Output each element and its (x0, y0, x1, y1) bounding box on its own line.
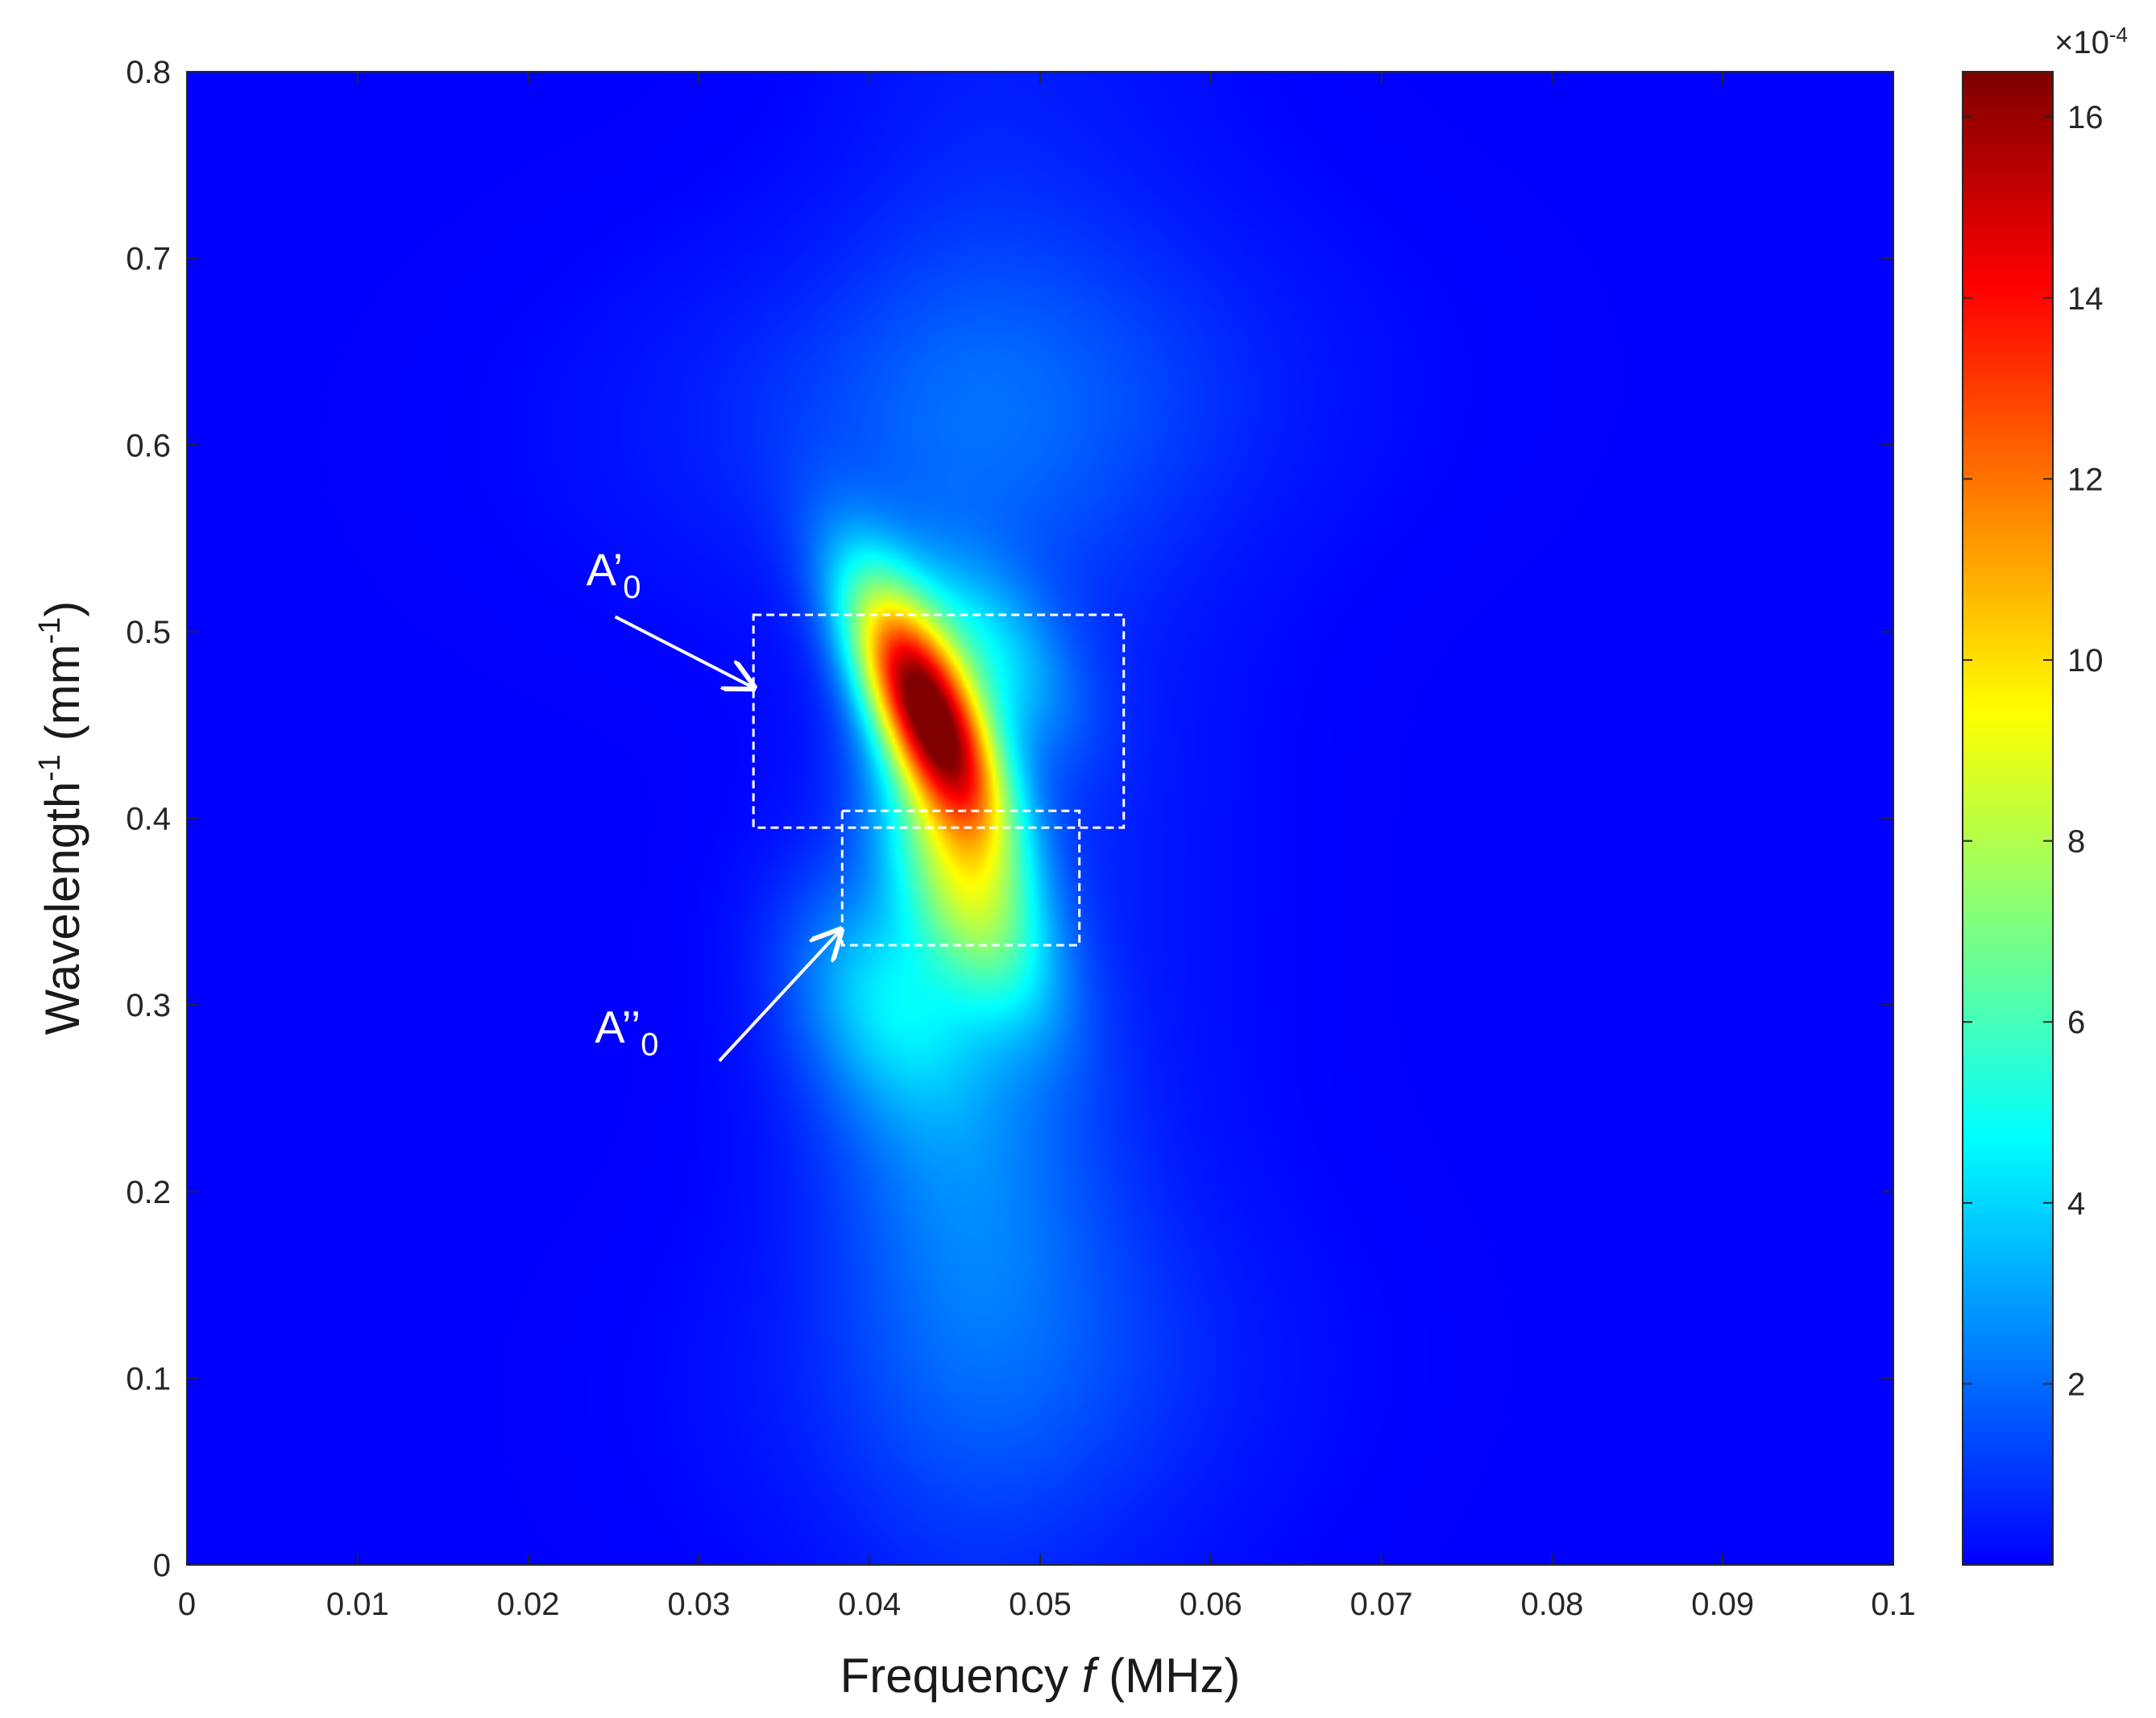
y-tick-label: 0.8 (126, 55, 171, 90)
heatmap-image (187, 72, 1893, 1565)
y-tick-label: 0 (153, 1548, 171, 1583)
x-axis: 0 0.01 0.02 0.03 0.04 0.05 0.06 0.07 0.08 0.09 0.1 (178, 72, 1916, 1622)
y-tick-label: 0.6 (126, 428, 171, 463)
y-tick-label: 0.2 (126, 1175, 171, 1210)
colorbar-tick-label: 6 (2067, 1005, 2085, 1040)
colorbar-tick-label: 2 (2067, 1367, 2085, 1402)
y-axis-label: Wavelength-1 (mm-1) (33, 601, 89, 1035)
x-tick-label: 0.07 (1350, 1587, 1413, 1622)
colorbar-exponent: ×10-4 (2054, 23, 2128, 60)
colorbar-tick-label: 12 (2067, 462, 2104, 497)
annotation-label-1: A’0 (587, 544, 641, 605)
y-tick-label: 0.3 (126, 988, 171, 1023)
colorbar: 2 4 6 8 10 12 14 16 (1962, 71, 2104, 1566)
annotations: A’0 A’’0 (587, 544, 1126, 1062)
colorbar-frame (1962, 71, 2054, 1566)
x-tick-label: 0.06 (1180, 1587, 1242, 1622)
colorbar-ticks: 2 4 6 8 10 12 14 16 (1963, 100, 2104, 1402)
y-tick-label: 0.4 (126, 802, 171, 837)
annotation-box-1 (752, 613, 1126, 829)
x-tick-label: 0.01 (326, 1587, 389, 1622)
annotation-box-2 (840, 809, 1081, 947)
y-tick-label: 0.1 (126, 1361, 171, 1396)
x-tick-label: 0.09 (1691, 1587, 1754, 1622)
x-tick-label: 0.05 (1009, 1587, 1072, 1622)
annotation-arrow-1 (614, 615, 754, 687)
annotation-label-2: A’’0 (595, 1001, 658, 1062)
x-tick-label: 0 (178, 1587, 196, 1622)
x-tick-label: 0.08 (1520, 1587, 1583, 1622)
heatmap-plot: A’0 A’’0 (186, 71, 1894, 1566)
x-tick-label: 0.03 (667, 1587, 730, 1622)
colorbar-tick-label: 14 (2067, 281, 2104, 317)
x-tick-label: 0.04 (838, 1587, 901, 1622)
colorbar-tick-label: 10 (2067, 643, 2104, 678)
y-axis: 0 0.1 0.2 0.3 0.4 0.5 0.6 0.7 0.8 (126, 55, 1893, 1583)
colorbar-gradient (1963, 72, 2053, 1565)
y-tick-label: 0.7 (126, 242, 171, 277)
colorbar-tick-label: 8 (2067, 824, 2085, 860)
y-tick-label: 0.5 (126, 615, 171, 650)
colorbar-tick-label: 4 (2067, 1186, 2085, 1222)
x-axis-label: Frequency f (MHz) (840, 1649, 1241, 1703)
x-tick-label: 0.02 (497, 1587, 560, 1622)
colorbar-tick-label: 16 (2067, 100, 2104, 135)
annotation-arrow-2 (718, 930, 840, 1062)
x-tick-label: 0.1 (1871, 1587, 1916, 1622)
